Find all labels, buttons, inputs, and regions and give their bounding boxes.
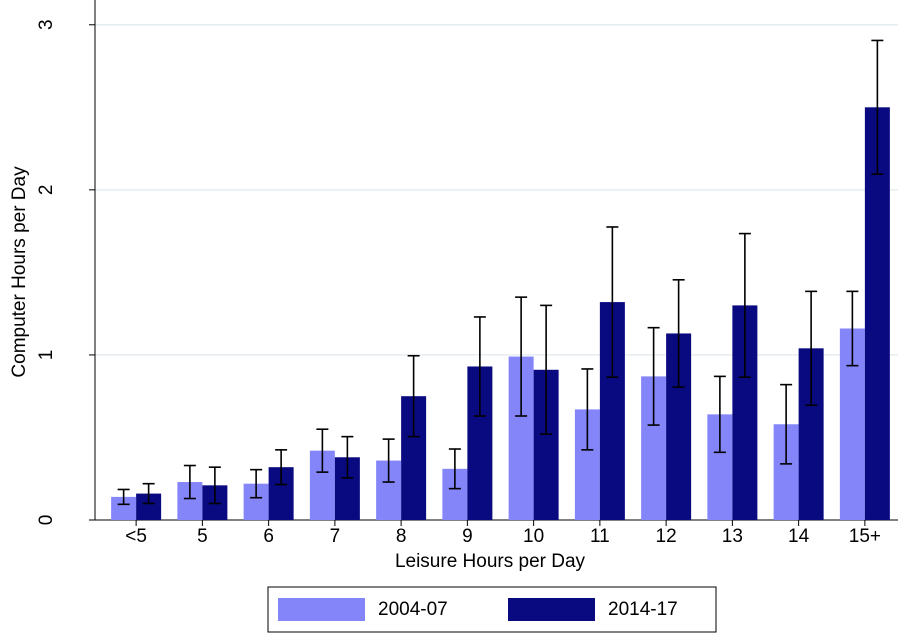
error-bar — [606, 226, 619, 379]
x-tick-label: 15+ — [849, 526, 881, 547]
error-bar — [407, 354, 420, 438]
x-tick-label: <5 — [125, 526, 147, 547]
error-bar — [846, 290, 859, 367]
legend-label: 2004-07 — [378, 599, 448, 620]
error-bar — [275, 449, 288, 486]
error-bar — [142, 482, 155, 505]
x-tick-label: 10 — [523, 526, 544, 547]
bar — [111, 496, 137, 520]
error-bar — [738, 232, 751, 379]
error-bar — [382, 438, 395, 483]
x-axis-label: Leisure Hours per Day — [395, 551, 586, 572]
legend-swatch — [278, 598, 365, 621]
error-bar — [250, 468, 263, 499]
x-tick-label: 7 — [330, 526, 341, 547]
x-tick-label: 5 — [197, 526, 208, 547]
bar — [864, 107, 890, 521]
legend-swatch — [508, 598, 595, 621]
y-axis-label: Computer Hours per Day — [9, 166, 30, 378]
error-bar — [871, 39, 884, 175]
error-bar — [805, 290, 818, 407]
x-tick-label: 6 — [263, 526, 274, 547]
legend-label: 2014-17 — [608, 599, 678, 620]
y-tick-label: 2 — [36, 185, 57, 196]
error-bar — [448, 448, 461, 490]
y-tick-label: 0 — [36, 515, 57, 526]
error-bar — [316, 428, 329, 473]
x-tick-label: 13 — [722, 526, 743, 547]
error-bar — [341, 435, 354, 479]
error-bar — [780, 383, 793, 465]
x-tick-label: 11 — [590, 526, 610, 547]
error-bar — [208, 466, 221, 505]
error-bar — [540, 304, 553, 435]
error-bar — [581, 368, 594, 451]
y-tick-label: 3 — [36, 19, 57, 30]
error-bar — [473, 316, 486, 417]
x-tick-label: 12 — [656, 526, 677, 547]
error-bar — [183, 464, 196, 500]
x-tick-label: 9 — [462, 526, 473, 547]
x-tick-label: 14 — [788, 526, 810, 547]
error-bar — [672, 279, 685, 388]
y-tick-label: 1 — [36, 350, 57, 361]
error-bar — [117, 488, 130, 506]
error-bar — [647, 326, 660, 426]
error-bar — [515, 296, 528, 417]
error-bar — [713, 375, 726, 454]
x-tick-label: 8 — [396, 526, 407, 547]
